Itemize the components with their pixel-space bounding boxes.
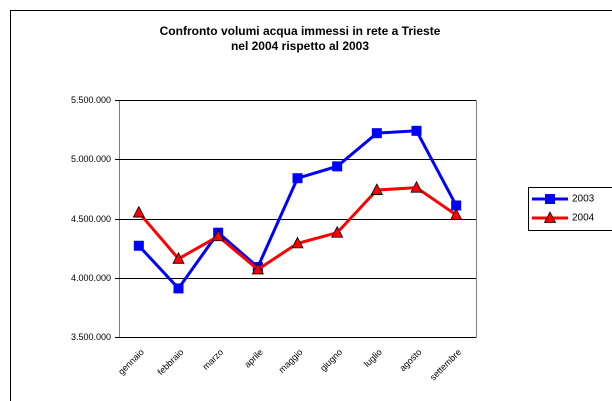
legend-marker [543,211,557,223]
y-tick-label: 3.500.000 [71,332,111,342]
legend-marker [545,194,555,204]
data-point [291,236,304,249]
data-point [133,240,144,251]
data-point [450,208,463,220]
data-point [172,251,185,264]
y-tick-label: 5.000.000 [71,154,111,164]
data-point [292,173,303,184]
legend-label: 2003 [572,194,595,205]
data-point [251,262,264,275]
legend-box [528,187,612,231]
legend-label: 2004 [572,213,595,224]
data-point [173,283,184,294]
data-point [332,161,343,172]
data-point [331,225,344,238]
data-point [371,128,382,139]
data-point [132,205,145,218]
data-point [370,183,383,195]
y-tick-label: 5.500.000 [71,95,111,105]
chart-title: nel 2004 rispetto al 2003 [231,39,369,53]
y-tick-label: 4.000.000 [71,273,111,283]
data-point [410,180,423,193]
chart-title: Confronto volumi acqua immessi in rete a… [160,24,441,38]
y-tick-label: 4.500.000 [71,214,111,224]
data-point [212,229,225,242]
data-point [411,125,422,136]
